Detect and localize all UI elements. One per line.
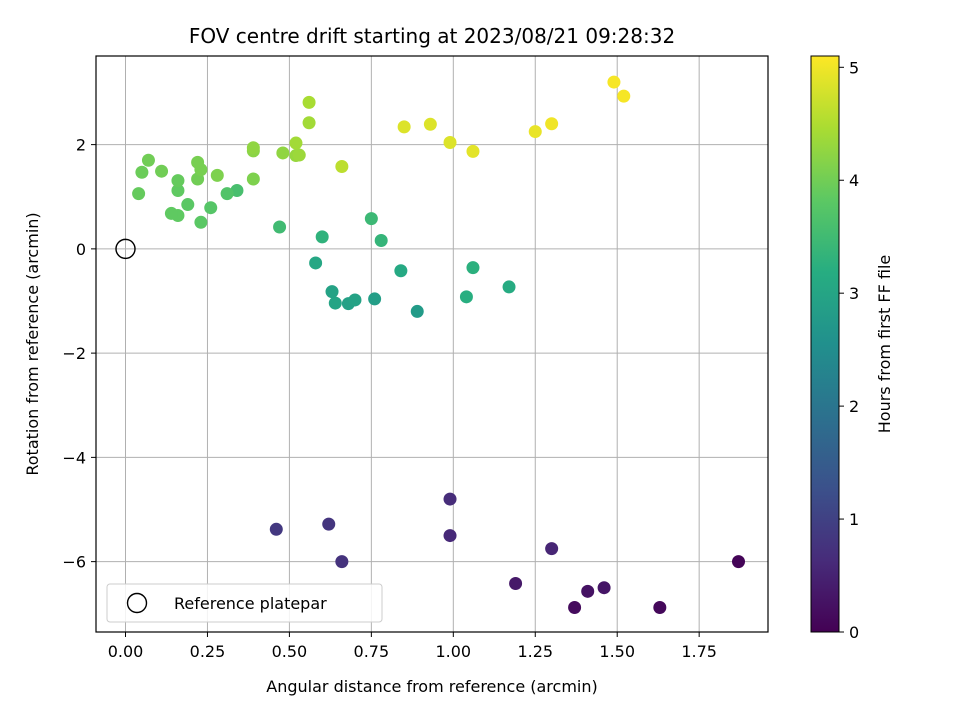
data-point [181, 198, 195, 212]
data-point [141, 153, 155, 167]
x-axis-ticks: 0.00 0.25 0.50 0.75 1.00 1.25 1.50 1.75 [108, 632, 717, 661]
colorbar-ticks: 0 1 2 3 4 5 [839, 58, 859, 642]
data-point [273, 220, 287, 234]
data-point [502, 280, 516, 294]
data-point [194, 215, 208, 229]
data-point [348, 293, 362, 307]
colorbar-gradient [810, 55, 840, 633]
data-point [171, 174, 185, 188]
data-point [191, 155, 205, 169]
data-point [423, 117, 437, 131]
legend-label-reference: Reference platepar [174, 594, 327, 613]
data-point [230, 183, 244, 197]
data-point [459, 290, 473, 304]
data-point [410, 304, 424, 318]
x-tick-label: 0.00 [108, 642, 144, 661]
reference-marker-layer [115, 238, 136, 260]
y-tick-label: 2 [76, 136, 86, 155]
colorbar-tick-label: 1 [849, 510, 859, 529]
y-tick-label: 0 [76, 240, 86, 259]
data-point [246, 141, 260, 155]
colorbar-label: Hours from first FF file [875, 255, 894, 434]
data-point [164, 206, 178, 220]
data-point [443, 529, 457, 543]
x-tick-label: 1.00 [435, 642, 471, 661]
y-tick-label: −6 [62, 553, 86, 572]
y-axis-ticks: −6 −4 −2 0 2 [62, 136, 96, 572]
data-point [309, 256, 323, 270]
data-point [368, 292, 382, 306]
y-tick-label: −2 [62, 344, 86, 363]
plot-frame [95, 55, 769, 633]
data-point [335, 555, 349, 569]
reference-platepar-marker [115, 238, 136, 260]
data-point [731, 555, 745, 569]
x-tick-label: 0.75 [354, 642, 390, 661]
data-point [302, 116, 316, 130]
data-point [607, 75, 621, 89]
y-tick-label: −4 [62, 448, 86, 467]
legend-box [106, 583, 383, 623]
data-point [335, 160, 349, 174]
y-axis-label: Rotation from reference (arcmin) [23, 212, 42, 475]
data-point [155, 164, 169, 178]
colorbar: 0 1 2 3 4 5 Hours from first FF file [810, 55, 894, 642]
legend: Reference platepar [106, 583, 383, 623]
data-point [276, 146, 290, 160]
data-point [292, 148, 306, 162]
data-point [220, 187, 234, 201]
data-point [302, 95, 316, 109]
colorbar-tick-label: 5 [849, 58, 859, 77]
x-tick-label: 0.25 [190, 642, 226, 661]
data-point [545, 542, 559, 556]
data-point [617, 89, 631, 103]
data-point [509, 577, 523, 591]
data-point [132, 187, 146, 201]
data-point [528, 125, 542, 139]
data-point [328, 296, 342, 310]
legend-open-circle-icon [126, 592, 148, 614]
data-point [597, 581, 611, 595]
data-point [289, 136, 303, 150]
data-point [325, 285, 339, 299]
data-point [545, 117, 559, 131]
data-point [171, 183, 185, 197]
data-point [397, 120, 411, 134]
data-point [653, 601, 667, 615]
colorbar-tick-label: 2 [849, 397, 859, 416]
data-point [315, 230, 329, 244]
data-point [135, 165, 149, 179]
x-tick-label: 1.75 [681, 642, 717, 661]
data-point [443, 492, 457, 506]
data-point [204, 201, 218, 215]
data-points [132, 75, 745, 615]
data-point [581, 584, 595, 598]
data-point [374, 234, 388, 248]
colorbar-tick-label: 0 [849, 623, 859, 642]
colorbar-tick-label: 4 [849, 171, 859, 190]
chart-title: FOV centre drift starting at 2023/08/21 … [189, 24, 675, 48]
data-point [364, 212, 378, 226]
data-point [466, 261, 480, 275]
x-tick-label: 1.25 [517, 642, 553, 661]
data-point [466, 144, 480, 158]
data-point [568, 601, 582, 615]
colorbar-tick-label: 3 [849, 284, 859, 303]
data-point [394, 264, 408, 278]
data-point [246, 172, 260, 186]
x-tick-label: 0.50 [272, 642, 308, 661]
data-point [443, 136, 457, 150]
x-axis-label: Angular distance from reference (arcmin) [266, 677, 597, 696]
data-point [210, 168, 224, 182]
grid-lines [96, 56, 768, 632]
data-point [269, 522, 283, 536]
data-point [322, 517, 336, 531]
x-tick-label: 1.50 [599, 642, 635, 661]
